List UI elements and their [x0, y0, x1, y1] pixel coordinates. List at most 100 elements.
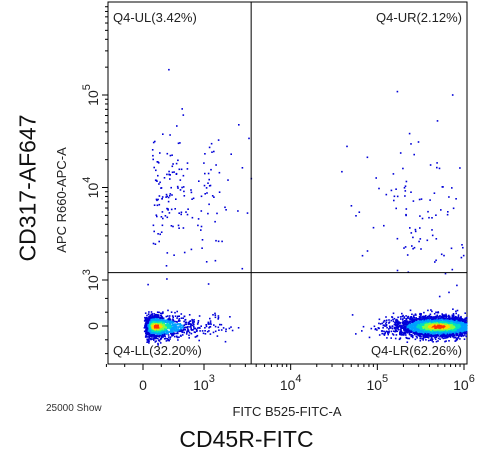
data-point — [460, 330, 463, 332]
data-point — [420, 325, 423, 327]
data-point — [404, 331, 407, 333]
data-point — [148, 338, 150, 340]
data-point — [437, 335, 440, 337]
data-point — [417, 141, 420, 143]
data-point — [420, 319, 422, 321]
data-point — [404, 322, 407, 324]
data-point — [157, 174, 159, 177]
data-point — [151, 336, 153, 338]
data-point — [429, 339, 432, 341]
data-point — [427, 210, 429, 213]
data-point — [444, 337, 446, 339]
data-point — [456, 325, 459, 327]
data-point — [144, 316, 146, 319]
data-point — [185, 323, 188, 326]
data-point — [180, 168, 183, 171]
data-point — [415, 326, 417, 328]
data-point — [399, 325, 401, 327]
data-point — [197, 327, 199, 329]
data-point — [167, 331, 169, 333]
data-point — [227, 179, 229, 181]
data-point — [154, 341, 157, 343]
data-point — [430, 309, 432, 311]
data-point — [413, 316, 416, 319]
data-point — [210, 323, 212, 326]
data-point — [445, 313, 447, 316]
data-point — [237, 210, 239, 212]
data-point — [428, 314, 431, 317]
data-point — [164, 325, 167, 328]
data-point — [457, 336, 460, 338]
data-point — [449, 326, 452, 328]
data-point — [175, 323, 178, 326]
data-point — [407, 317, 409, 320]
data-point — [429, 321, 431, 324]
data-point — [465, 321, 468, 324]
data-point — [392, 318, 394, 321]
data-point — [158, 240, 160, 243]
data-point — [147, 322, 149, 324]
data-point — [162, 334, 164, 337]
data-point — [418, 240, 420, 243]
data-point — [404, 329, 406, 332]
data-point — [465, 323, 468, 326]
data-point — [157, 324, 159, 327]
data-point — [180, 330, 183, 332]
data-point — [422, 328, 425, 331]
data-point — [401, 331, 404, 334]
data-point — [420, 327, 422, 330]
data-point — [183, 328, 185, 331]
data-point — [385, 193, 388, 196]
data-point — [170, 328, 172, 330]
data-point — [394, 323, 397, 326]
data-point — [165, 324, 167, 327]
data-point — [161, 211, 164, 213]
data-point — [152, 154, 154, 157]
data-point — [419, 335, 421, 338]
data-point — [159, 327, 162, 329]
data-point — [407, 337, 409, 340]
data-point — [177, 328, 180, 330]
data-point — [189, 325, 192, 328]
data-point — [154, 243, 157, 245]
data-point — [378, 322, 380, 325]
data-point — [411, 245, 413, 247]
data-point — [145, 322, 148, 325]
data-point — [145, 329, 147, 331]
data-point — [193, 319, 195, 321]
data-point — [459, 333, 461, 336]
data-point — [180, 329, 182, 331]
data-point — [150, 338, 153, 340]
data-point — [429, 326, 431, 329]
data-point — [162, 320, 164, 322]
data-point — [440, 253, 443, 256]
data-point — [427, 317, 430, 320]
data-point — [162, 311, 164, 313]
data-point — [381, 332, 383, 335]
data-point — [157, 315, 160, 318]
data-point — [454, 328, 456, 330]
data-point — [155, 214, 158, 216]
data-point — [415, 317, 417, 319]
data-point — [180, 313, 183, 315]
data-point — [170, 186, 172, 189]
data-point — [455, 325, 457, 328]
data-point — [446, 321, 448, 324]
data-point — [433, 335, 435, 338]
data-point — [182, 317, 184, 319]
data-point — [176, 331, 179, 333]
data-point — [166, 195, 168, 198]
data-point — [150, 326, 152, 328]
data-point — [426, 327, 428, 329]
data-point — [383, 334, 386, 336]
data-point — [422, 330, 424, 332]
data-point — [145, 324, 148, 327]
data-point — [160, 317, 163, 320]
data-point — [165, 196, 167, 198]
data-point — [147, 329, 150, 332]
data-point — [444, 327, 447, 329]
data-point — [429, 313, 432, 316]
data-point — [409, 326, 411, 328]
data-point — [153, 313, 155, 315]
data-point — [382, 327, 384, 329]
